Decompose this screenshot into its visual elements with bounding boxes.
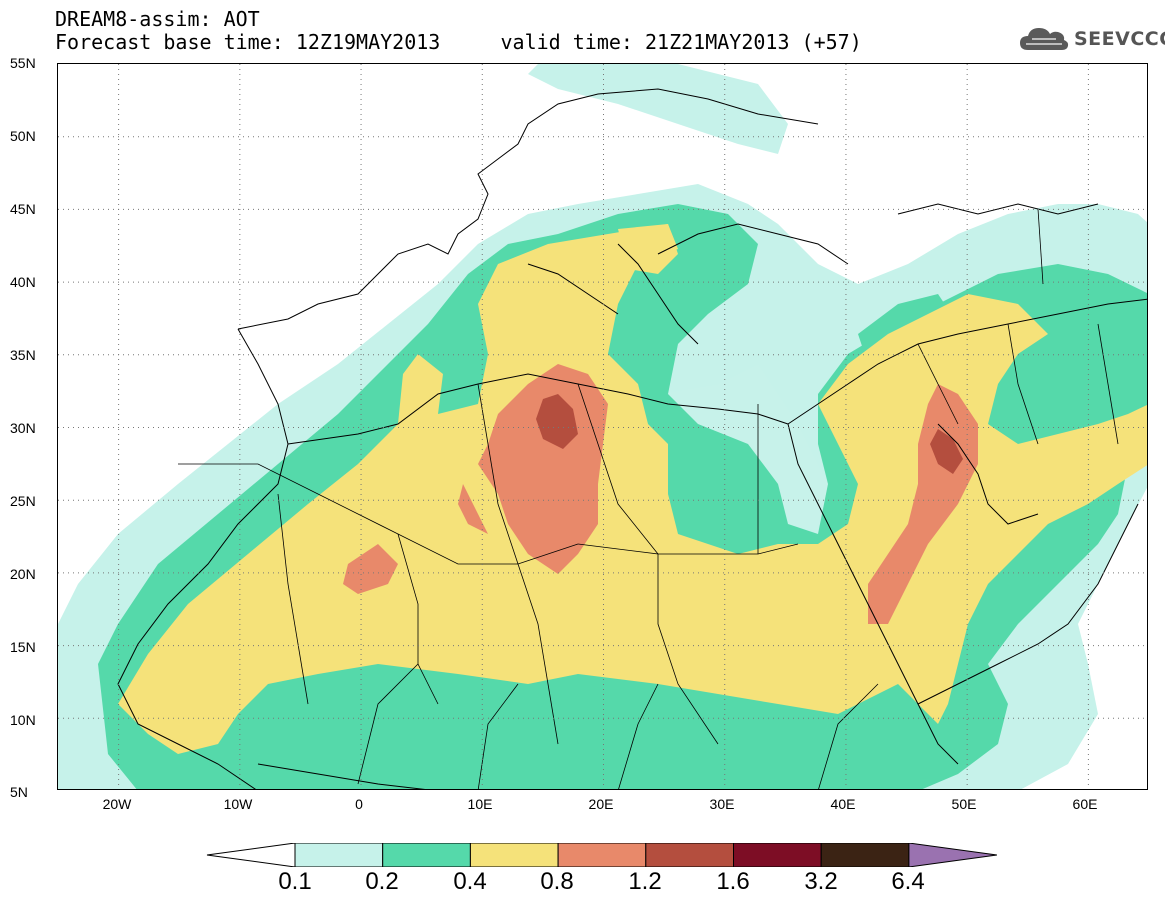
lat-label: 25N — [10, 493, 36, 509]
colorbar-label: 0.2 — [365, 868, 399, 895]
lat-label: 50N — [10, 128, 36, 144]
lat-label: 10N — [10, 712, 36, 728]
colorbar-label: 1.2 — [628, 868, 662, 895]
map-area[interactable] — [57, 63, 1148, 790]
colorbar-swatch — [645, 843, 734, 867]
lat-label: 40N — [10, 274, 36, 290]
lon-label: 60E — [1072, 796, 1098, 812]
map-title: DREAM8-assim: AOT — [55, 7, 260, 31]
colorbar-label: 0.1 — [278, 868, 312, 895]
lat-label: 45N — [10, 201, 36, 217]
cloud-icon — [1020, 28, 1069, 50]
colorbar — [206, 843, 997, 867]
colorbar-swatch — [820, 843, 910, 867]
aot-level-1.2 — [930, 429, 963, 474]
colorbar-label: 6.4 — [891, 868, 925, 895]
lat-label: 35N — [10, 347, 36, 363]
lon-label: 40E — [830, 796, 856, 812]
lon-label: 20E — [588, 796, 614, 812]
lon-label: 10E — [467, 796, 493, 812]
logo-text: SEEVCCC — [1074, 28, 1165, 50]
lon-label: 50E — [951, 796, 977, 812]
colorbar-label: 0.8 — [540, 868, 574, 895]
colorbar-high-arrow — [908, 843, 997, 867]
lat-label: 55N — [10, 55, 36, 71]
colorbar-label: 3.2 — [804, 868, 838, 895]
graticule — [58, 64, 1147, 789]
lon-label: 30E — [709, 796, 735, 812]
colorbar-swatch — [469, 843, 559, 867]
colorbar-swatch — [382, 843, 471, 867]
colorbar-label: 1.6 — [716, 868, 750, 895]
aot-level-0.8 — [343, 544, 398, 594]
lat-label: 20N — [10, 566, 36, 582]
lon-label: 20W — [102, 796, 132, 812]
lon-label: 10W — [223, 796, 253, 812]
aot-field — [58, 64, 1147, 789]
colorbar-swatch — [294, 843, 384, 867]
aot-level-0.4 — [118, 224, 1147, 754]
lon-label: 0 — [355, 796, 363, 812]
country-borders — [178, 208, 1119, 789]
colorbar-swatch — [733, 843, 822, 867]
aot-contours — [58, 64, 1147, 789]
lat-label: 15N — [10, 639, 36, 655]
aot-level-0.4 — [618, 224, 678, 274]
logo: SEEVCCC — [1018, 22, 1165, 56]
colorbar-label: 0.4 — [453, 868, 487, 895]
colorbar-low-arrow — [206, 843, 296, 867]
aot-level-1.2 — [536, 394, 578, 449]
lat-label: 5N — [10, 784, 28, 800]
colorbar-swatch — [557, 843, 647, 867]
map-subtitle: Forecast base time: 12Z19MAY2013 valid t… — [55, 30, 862, 54]
lat-label: 30N — [10, 420, 36, 436]
aot-level-0.1 — [528, 64, 788, 154]
